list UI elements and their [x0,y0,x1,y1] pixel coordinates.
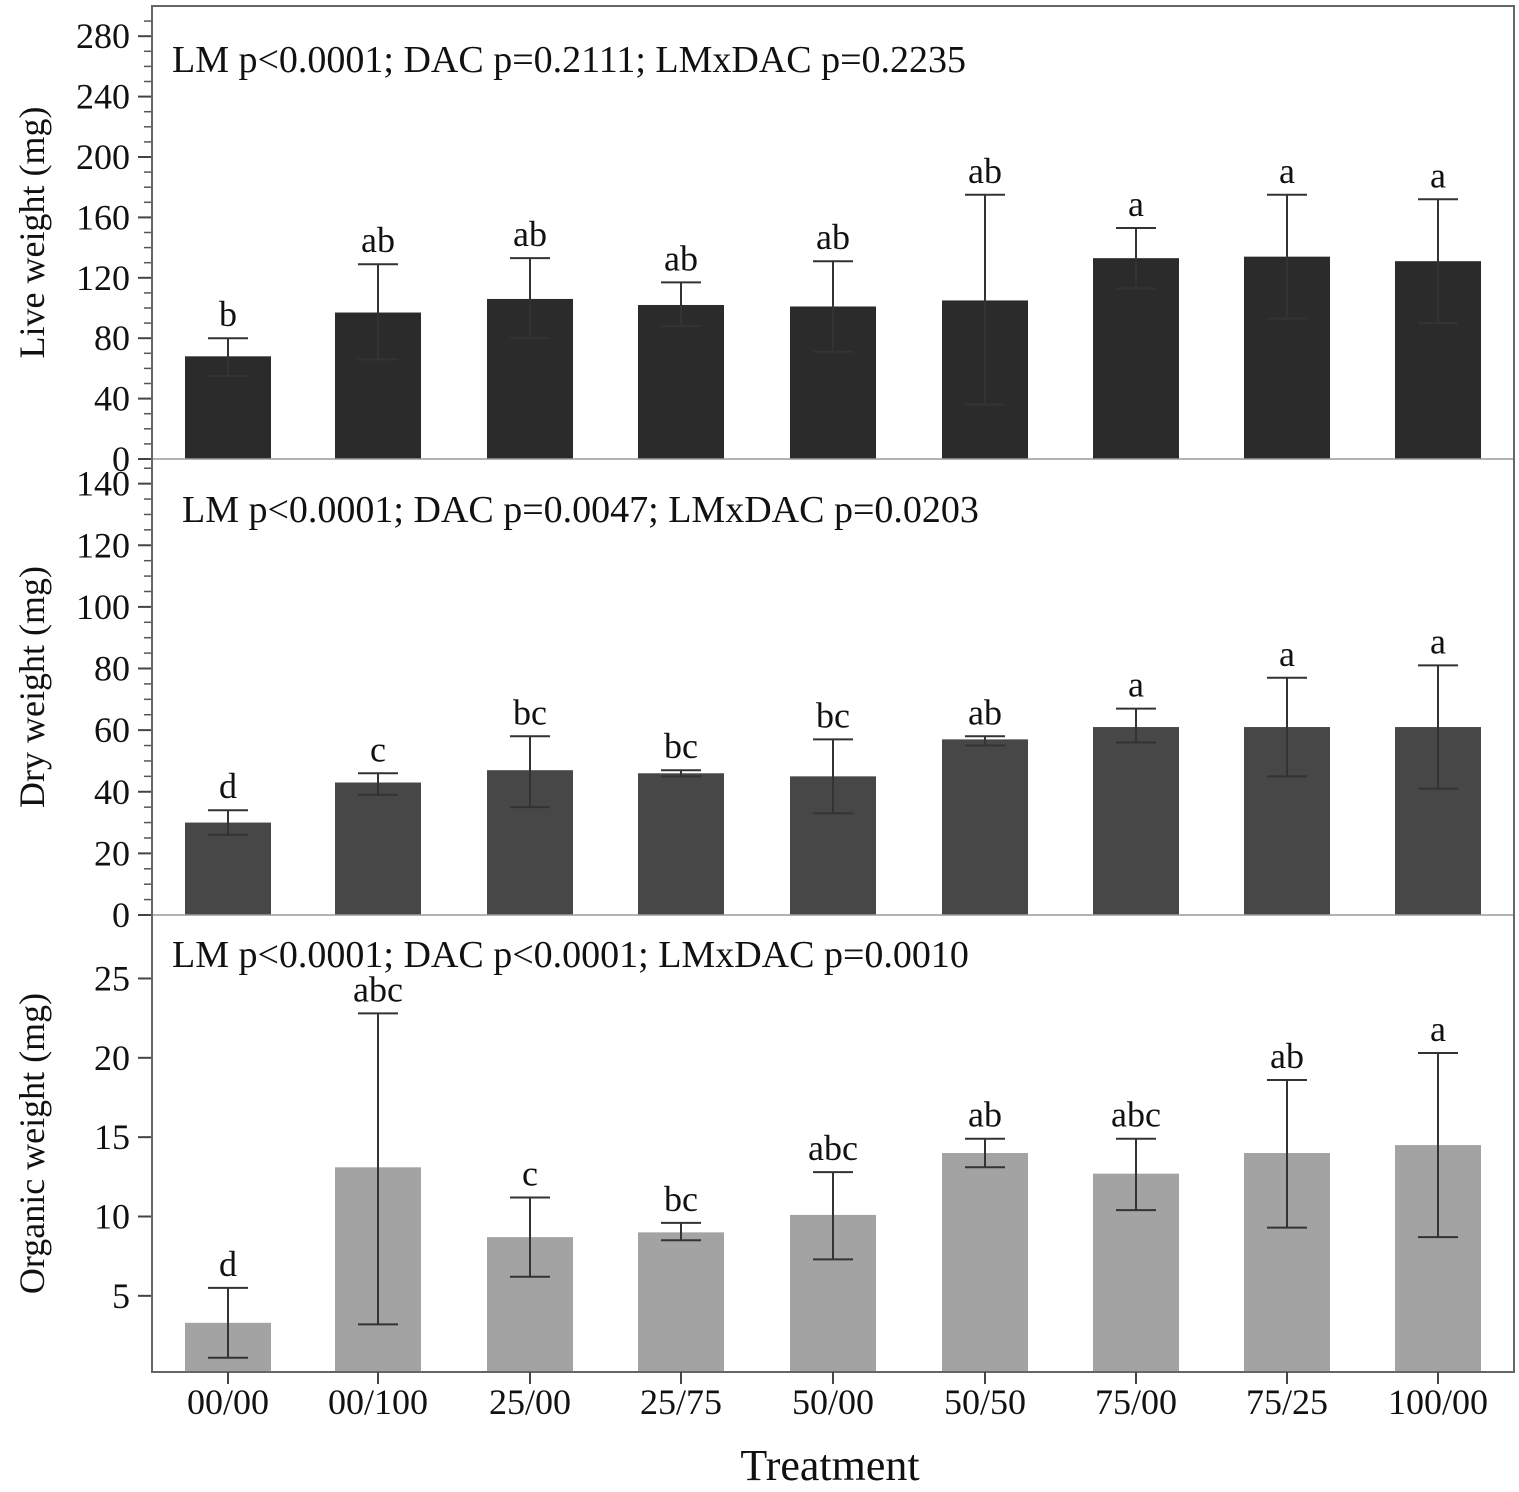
y-tick-label: 5 [112,1276,130,1316]
x-tick-label: 50/00 [792,1382,874,1422]
bar [638,773,724,915]
significance-letter: ab [968,151,1002,191]
bar [942,739,1028,915]
significance-letter: abc [808,1128,858,1168]
significance-letter: ab [968,1095,1002,1135]
significance-letter: abc [1111,1095,1161,1135]
x-axis-title: Treatment [740,1441,919,1490]
x-tick-label: 100/00 [1388,1382,1488,1422]
bar [942,1153,1028,1372]
y-tick-label: 15 [94,1117,130,1157]
significance-letter: bc [664,726,698,766]
y-tick-label: 100 [76,587,130,627]
stats-annotation: LM p<0.0001; DAC p=0.0047; LMxDAC p=0.02… [182,489,979,531]
significance-letter: a [1128,184,1144,224]
significance-letter: c [370,729,386,769]
y-tick-label: 120 [76,258,130,298]
y-tick-label: 60 [94,710,130,750]
bar [185,822,271,915]
significance-letter: a [1128,665,1144,705]
y-tick-label: 140 [76,464,130,504]
significance-letter: bc [664,1179,698,1219]
bar [638,304,724,459]
y-axis-title: Dry weight (mg) [12,566,52,808]
significance-letter: d [219,766,237,806]
significance-letter: bc [513,692,547,732]
y-tick-label: 25 [94,958,130,998]
y-tick-label: 40 [94,772,130,812]
significance-letter: d [219,1244,237,1284]
significance-letter: ab [664,238,698,278]
panel-3: 5 10 15 20 25 Organic weight (mg) LM p<0.0001;… [12,934,1514,1373]
bar [1093,258,1179,459]
significance-letter: a [1430,155,1446,195]
panel-2: 0 20 40 60 80 100 120 140 Dry weight (mg) LM p<0.… [12,464,1514,935]
significance-letter: ab [1270,1036,1304,1076]
y-tick-label: 10 [94,1196,130,1236]
bar [335,782,421,915]
significance-letter: ab [968,692,1002,732]
stats-annotation: LM p<0.0001; DAC p=0.2111; LMxDAC p=0.22… [172,39,966,81]
x-tick-label: 00/00 [187,1382,269,1422]
y-tick-label: 0 [112,895,130,935]
significance-letter: b [219,294,237,334]
significance-letter: ab [513,214,547,254]
y-tick-label: 120 [76,525,130,565]
significance-letter: a [1279,634,1295,674]
x-tick-label: 50/50 [944,1382,1026,1422]
y-tick-label: 240 [76,77,130,117]
significance-letter: ab [361,220,395,260]
significance-letter: a [1279,151,1295,191]
y-tick-label: 160 [76,197,130,237]
y-tick-label: 20 [94,833,130,873]
y-tick-label: 80 [94,649,130,689]
significance-letter: bc [816,695,850,735]
y-tick-label: 200 [76,137,130,177]
x-tick-label: 25/75 [640,1382,722,1422]
y-tick-label: 280 [76,16,130,56]
y-tick-label: 80 [94,318,130,358]
panel-1: 0 40 80 120 160 200 240 280 Live weight (mg) LM p… [12,16,1514,479]
significance-letter: a [1430,1009,1446,1049]
significance-letter: c [522,1153,538,1193]
y-tick-label: 40 [94,379,130,419]
x-tick-label: 25/00 [489,1382,571,1422]
y-axis-title: Organic weight (mg) [12,993,52,1294]
y-axis-title: Live weight (mg) [12,107,52,359]
bar [1093,727,1179,915]
significance-letter: abc [353,969,403,1009]
x-axis: 00/00 00/100 25/00 25/75 50/00 50/50 75/00 75/2… [187,1372,1488,1422]
significance-letter: ab [816,217,850,257]
significance-letter: a [1430,621,1446,661]
x-tick-label: 75/00 [1095,1382,1177,1422]
y-tick-label: 0 [112,439,130,479]
y-tick-label: 20 [94,1038,130,1078]
bar [638,1232,724,1372]
x-tick-label: 00/100 [328,1382,428,1422]
stats-annotation: LM p<0.0001; DAC p<0.0001; LMxDAC p=0.00… [172,934,969,976]
x-tick-label: 75/25 [1246,1382,1328,1422]
